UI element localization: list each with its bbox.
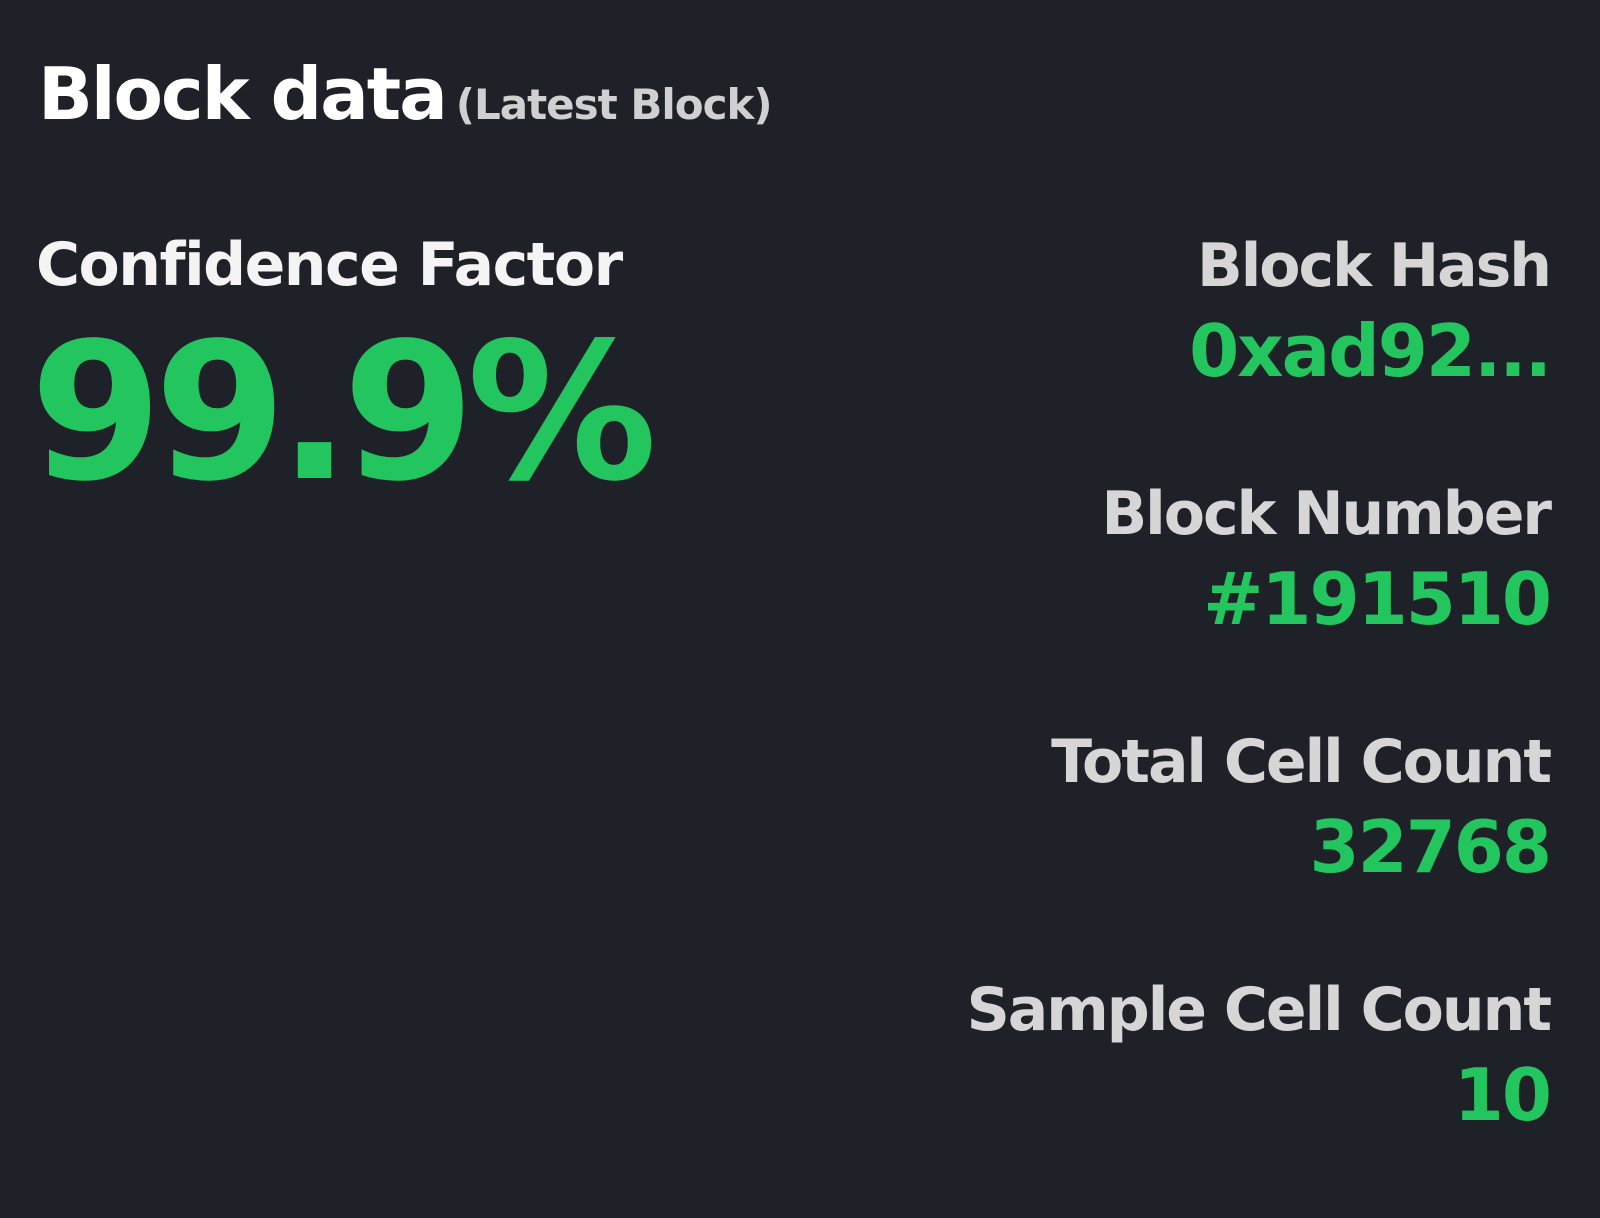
stat-sample-cell-count: Sample Cell Count 10 bbox=[966, 970, 1552, 1218]
total-cell-count-label: Total Cell Count bbox=[1051, 727, 1552, 797]
stat-block-hash: Block Hash 0xad92... bbox=[967, 226, 1552, 474]
page-subtitle: (Latest Block) bbox=[455, 80, 773, 129]
block-number-label: Block Number bbox=[1101, 479, 1552, 549]
confidence-factor-value: 99.9% bbox=[30, 302, 657, 523]
stat-block-number: Block Number #191510 bbox=[967, 474, 1552, 722]
sample-cell-count-label: Sample Cell Count bbox=[966, 975, 1552, 1045]
panel-header: Block data (Latest Block) bbox=[38, 52, 773, 136]
confidence-factor-label: Confidence Factor bbox=[36, 230, 623, 300]
total-cell-count-value: 32768 bbox=[1309, 805, 1553, 889]
block-stats: Block Hash 0xad92... Block Number #19151… bbox=[966, 226, 1553, 1218]
stat-total-cell-count: Total Cell Count 32768 bbox=[967, 722, 1553, 970]
block-hash-label: Block Hash bbox=[1196, 231, 1552, 301]
page-title: Block data bbox=[38, 52, 448, 136]
block-hash-value: 0xad92... bbox=[1189, 309, 1552, 393]
sample-cell-count-value: 10 bbox=[1453, 1053, 1552, 1137]
block-number-value: #191510 bbox=[1203, 557, 1552, 641]
